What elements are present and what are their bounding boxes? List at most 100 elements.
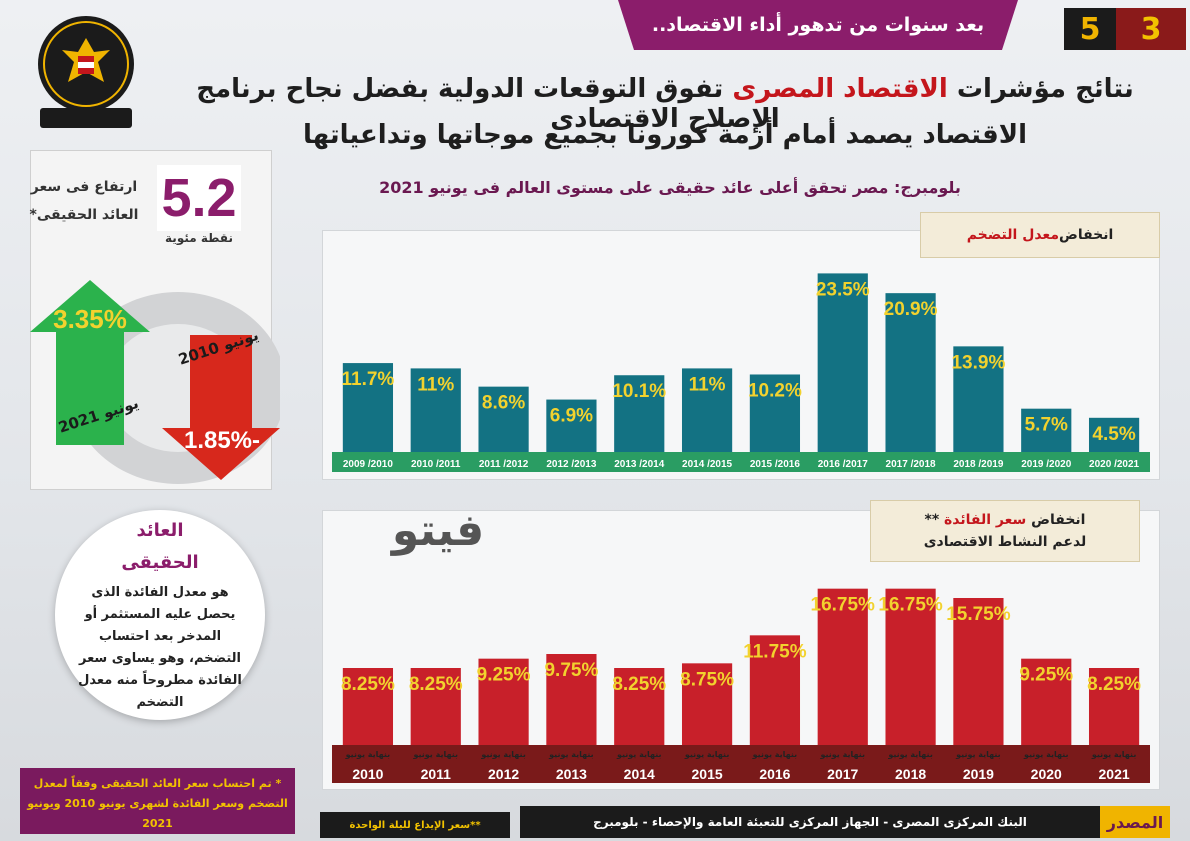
footnote-real-yield: * تم احتساب سعر العائد الحقيقى وفقاً لمع… <box>20 768 295 834</box>
bar <box>1088 417 1140 452</box>
data-label: 8.25% <box>409 674 463 695</box>
definition-body: هو معدل الفائدة الذى يحصل عليه المستثمر … <box>78 585 242 710</box>
bar <box>546 399 597 452</box>
tick-label: 2018 <box>895 766 926 782</box>
tick-box <box>817 761 868 783</box>
interest-note: انخفاض سعر الفائدة ** لدعم النشاط الاقتص… <box>870 500 1140 562</box>
bar <box>953 598 1004 745</box>
x-axis-strip <box>332 452 1150 472</box>
data-label: 6.9% <box>550 406 593 427</box>
bar <box>614 668 665 745</box>
bar <box>885 293 936 452</box>
tick-label: 2012 <box>488 766 519 782</box>
tick-box <box>478 761 529 783</box>
subtitle: بلومبرج: مصر تحقق أعلى عائد حقيقى على مس… <box>379 177 961 197</box>
tick-label: 2016 /2017 <box>818 459 868 470</box>
x-axis-strip <box>332 745 1150 783</box>
tick-prefix-label: بنهاية يونيو <box>548 750 594 759</box>
data-label: 4.5% <box>1092 424 1135 445</box>
bar <box>749 635 801 745</box>
bar <box>342 668 394 745</box>
real-yield-arrows: 3.35% -1.85% يونيو 2010 يونيو 2021 <box>30 280 280 484</box>
up-value: 3.35% <box>53 304 127 334</box>
bar <box>749 374 801 452</box>
data-label: 11% <box>417 374 454 395</box>
tick-label: 2013 /2014 <box>614 459 664 470</box>
bar <box>817 588 868 745</box>
top-banner-text: بعد سنوات من تدهور أداء الاقتصاد.. <box>651 14 985 36</box>
tick-label: 2020 /2021 <box>1089 459 1139 470</box>
bar <box>478 658 529 745</box>
real-yield-value: 5.2 <box>157 165 241 231</box>
tick-box <box>546 761 597 783</box>
tick-box <box>953 761 1004 783</box>
definition-circle: العائد الحقيقى هو معدل الفائدة الذى يحصل… <box>55 510 265 720</box>
tick-label: 2017 /2018 <box>886 459 936 470</box>
tick-label: 2014 <box>624 766 655 782</box>
tick-label: 2020 <box>1031 766 1062 782</box>
tick-label: 2015 /2016 <box>750 459 800 470</box>
bar <box>953 346 1004 452</box>
bar <box>681 368 733 452</box>
tick-label: 2019 /2020 <box>1021 459 1071 470</box>
data-label: 10.1% <box>612 381 666 402</box>
bar <box>1021 658 1072 745</box>
data-label: 8.75% <box>680 669 734 690</box>
inflation-note: انخفاض معدل التضخم <box>920 212 1160 258</box>
tick-label: 2013 <box>556 766 587 782</box>
bar <box>410 368 461 452</box>
tick-box <box>614 761 665 783</box>
bar <box>410 668 461 745</box>
data-label: 9.25% <box>1019 665 1073 686</box>
top-banner: بعد سنوات من تدهور أداء الاقتصاد.. <box>618 0 1018 50</box>
tick-label: 2011 /2012 <box>479 459 529 470</box>
title-highlight: الاقتصاد المصرى <box>732 74 948 104</box>
interest-rate-chart: 8.25% بنهاية يونيو 2010 8.25% بنهاية يونيو 20… <box>332 588 1150 783</box>
bar <box>885 588 936 745</box>
page-number-right: 3 <box>1116 8 1186 50</box>
tick-box <box>1021 761 1072 783</box>
data-label: 9.25% <box>477 665 531 686</box>
bar <box>1088 668 1140 745</box>
data-label: 8.6% <box>482 393 525 414</box>
source-label: المصدر <box>1100 806 1170 838</box>
bar <box>681 663 733 745</box>
tick-box <box>410 761 461 783</box>
bar <box>614 375 665 452</box>
data-label: 9.75% <box>544 660 598 681</box>
tick-prefix-label: بنهاية يونيو <box>1023 750 1069 759</box>
eagle-seal-icon <box>38 16 134 128</box>
tick-prefix-label: بنهاية يونيو <box>684 750 730 759</box>
tick-prefix-label: بنهاية يونيو <box>752 750 798 759</box>
up-arrow-icon <box>30 280 150 445</box>
data-label: 23.5% <box>816 279 870 300</box>
data-label: 10.2% <box>748 380 802 401</box>
tick-prefix-label: بنهاية يونيو <box>616 750 662 759</box>
bar <box>817 273 868 452</box>
page-number-badge: 5 3 <box>1064 8 1186 50</box>
data-label: 8.25% <box>1087 674 1141 695</box>
tick-box <box>885 761 936 783</box>
bar <box>342 363 394 452</box>
data-label: 20.9% <box>884 299 938 320</box>
main-title-line2: الاقتصاد يصمد أمام أزمة كورونا بجميع موج… <box>302 120 1028 150</box>
page-number-left: 5 <box>1064 8 1116 50</box>
tick-label: 2018 /2019 <box>953 459 1003 470</box>
data-label: 11.75% <box>743 641 806 662</box>
tick-prefix-label: بنهاية يونيو <box>887 750 933 759</box>
data-label: 5.7% <box>1025 415 1068 436</box>
tick-prefix-label: بنهاية يونيو <box>955 750 1001 759</box>
tick-box <box>1088 761 1140 783</box>
tick-prefix-label: بنهاية يونيو <box>413 750 459 759</box>
data-label: 16.75% <box>878 595 943 616</box>
data-label: 13.9% <box>951 352 1005 373</box>
tick-label: 2012 /2013 <box>546 459 596 470</box>
tick-prefix-label: بنهاية يونيو <box>345 750 391 759</box>
definition-title-2: الحقيقى <box>121 552 199 573</box>
tick-prefix-label: بنهاية يونيو <box>480 750 526 759</box>
real-yield-rise-label: ارتفاع فى سعر العائد الحقيقى* <box>29 179 139 223</box>
tick-label: 2009 /2010 <box>343 459 393 470</box>
data-label: 11% <box>689 374 726 395</box>
tick-box <box>681 761 733 783</box>
tick-label: 2019 <box>963 766 994 782</box>
